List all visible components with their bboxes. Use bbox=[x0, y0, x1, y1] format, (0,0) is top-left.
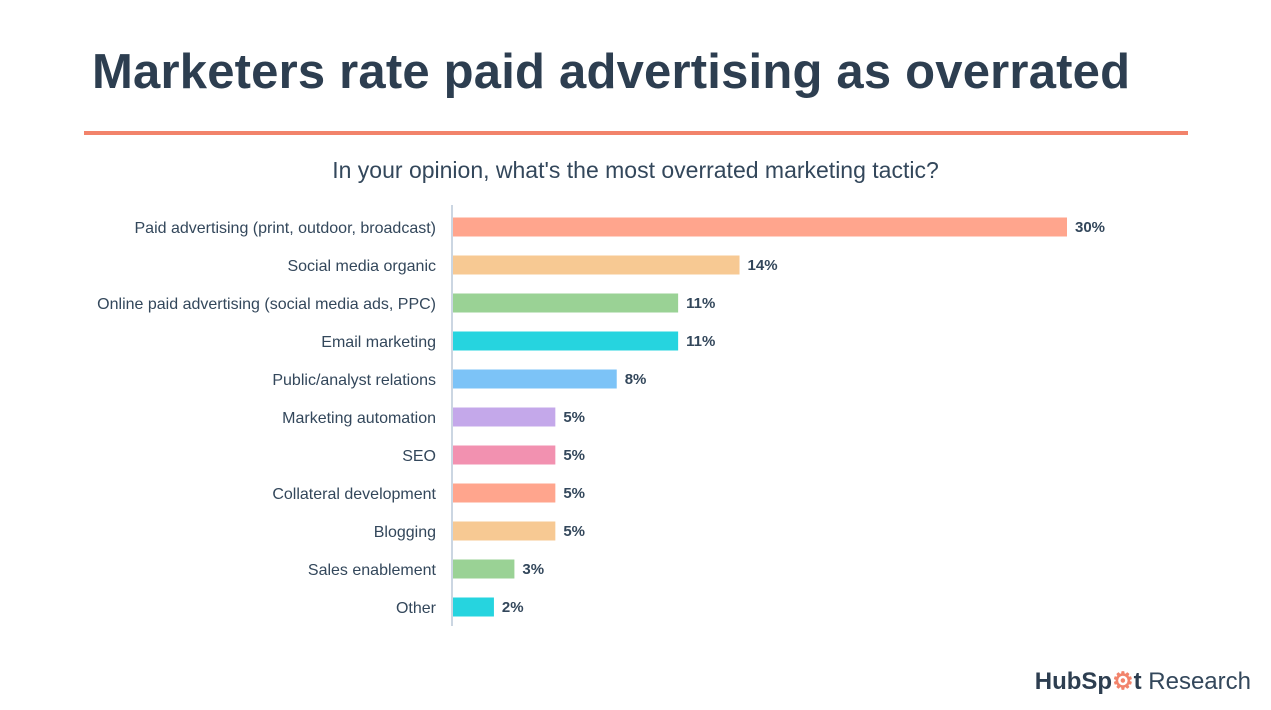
value-label: 8% bbox=[625, 371, 647, 388]
bar bbox=[453, 294, 678, 313]
category-label: Public/analyst relations bbox=[272, 372, 436, 389]
bar bbox=[453, 446, 555, 465]
bar bbox=[453, 408, 555, 427]
bar bbox=[453, 218, 1067, 237]
value-label: 11% bbox=[686, 333, 715, 350]
bar bbox=[453, 332, 678, 351]
category-label: Collateral development bbox=[272, 486, 436, 503]
category-label: Social media organic bbox=[287, 258, 436, 275]
value-label: 5% bbox=[563, 447, 585, 464]
category-label: Online paid advertising (social media ad… bbox=[97, 296, 436, 313]
value-label: 30% bbox=[1075, 219, 1105, 236]
bar bbox=[453, 560, 514, 579]
hubspot-research-logo: HubSp⚙t Research bbox=[1035, 667, 1251, 696]
bar bbox=[453, 370, 617, 389]
bar bbox=[453, 484, 555, 503]
sprocket-icon: ⚙ bbox=[1112, 668, 1134, 695]
value-label: 3% bbox=[522, 561, 544, 578]
category-label: Paid advertising (print, outdoor, broadc… bbox=[135, 220, 437, 237]
value-label: 14% bbox=[748, 257, 778, 274]
value-label: 11% bbox=[686, 295, 715, 312]
category-label: SEO bbox=[402, 448, 436, 465]
value-label: 5% bbox=[563, 485, 585, 502]
category-label: Marketing automation bbox=[282, 410, 436, 427]
category-label: Email marketing bbox=[321, 334, 436, 351]
value-label: 2% bbox=[502, 599, 524, 616]
bar bbox=[453, 522, 555, 541]
bar bbox=[453, 256, 740, 275]
value-label: 5% bbox=[563, 523, 585, 540]
category-label: Sales enablement bbox=[308, 562, 437, 579]
bar bbox=[453, 598, 494, 617]
category-label: Blogging bbox=[374, 524, 436, 541]
value-label: 5% bbox=[563, 409, 585, 426]
category-label: Other bbox=[396, 600, 437, 617]
